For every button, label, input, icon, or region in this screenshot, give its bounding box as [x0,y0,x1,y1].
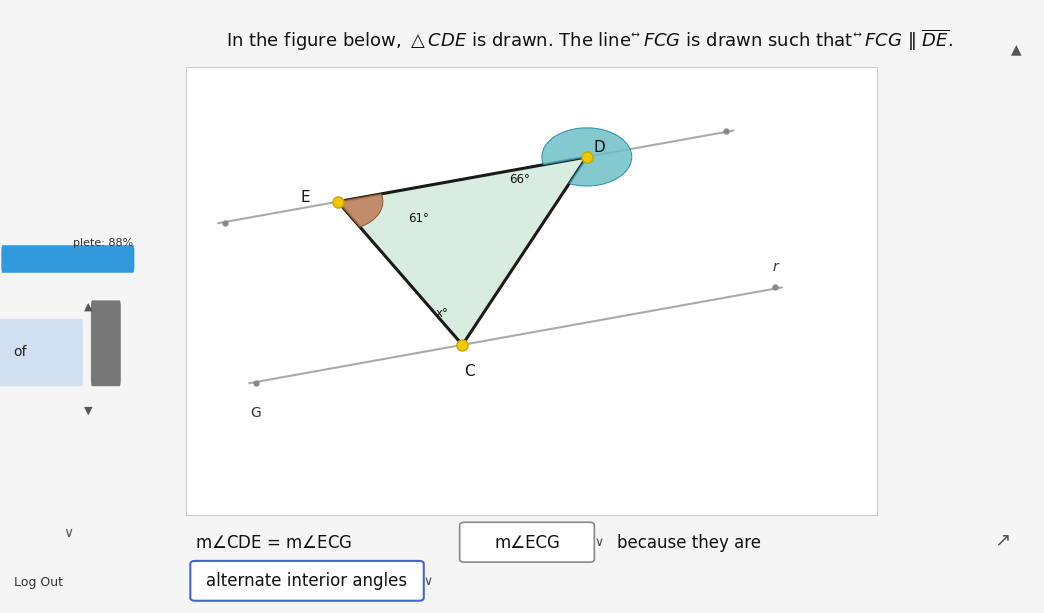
Text: m∠ECG: m∠ECG [494,533,560,552]
Wedge shape [338,194,383,227]
Text: alternate interior angles: alternate interior angles [207,572,407,590]
Text: ↗: ↗ [995,530,1011,549]
Text: 61°: 61° [408,212,429,226]
Text: Log Out: Log Out [14,576,63,589]
Text: of: of [14,346,27,359]
Text: In the figure below, $\triangle CDE$ is drawn. The line $\overleftrightarrow{FCG: In the figure below, $\triangle CDE$ is … [227,27,953,53]
Text: G: G [251,406,261,419]
FancyBboxPatch shape [0,319,82,386]
Wedge shape [542,128,632,186]
Text: ∨: ∨ [63,527,73,540]
Text: r: r [773,260,778,274]
Text: plete: 88%: plete: 88% [73,238,133,248]
Text: C: C [464,364,475,379]
Text: because they are: because they are [617,533,761,552]
Text: D: D [594,140,606,156]
Text: ∨: ∨ [594,536,603,549]
FancyBboxPatch shape [91,300,121,386]
Text: m$\angle$CDE = m$\angle$ECG: m$\angle$CDE = m$\angle$ECG [195,533,352,552]
Text: ▲: ▲ [84,302,93,311]
FancyBboxPatch shape [1,245,135,273]
Polygon shape [338,157,587,345]
FancyBboxPatch shape [190,561,424,601]
Text: x°: x° [435,307,448,320]
Text: ▲: ▲ [1011,42,1022,56]
Text: ∨: ∨ [424,574,433,588]
Text: E: E [301,189,310,205]
Text: 66°: 66° [508,173,529,186]
Text: ▼: ▼ [84,406,93,416]
FancyBboxPatch shape [459,522,594,562]
FancyBboxPatch shape [186,67,877,515]
